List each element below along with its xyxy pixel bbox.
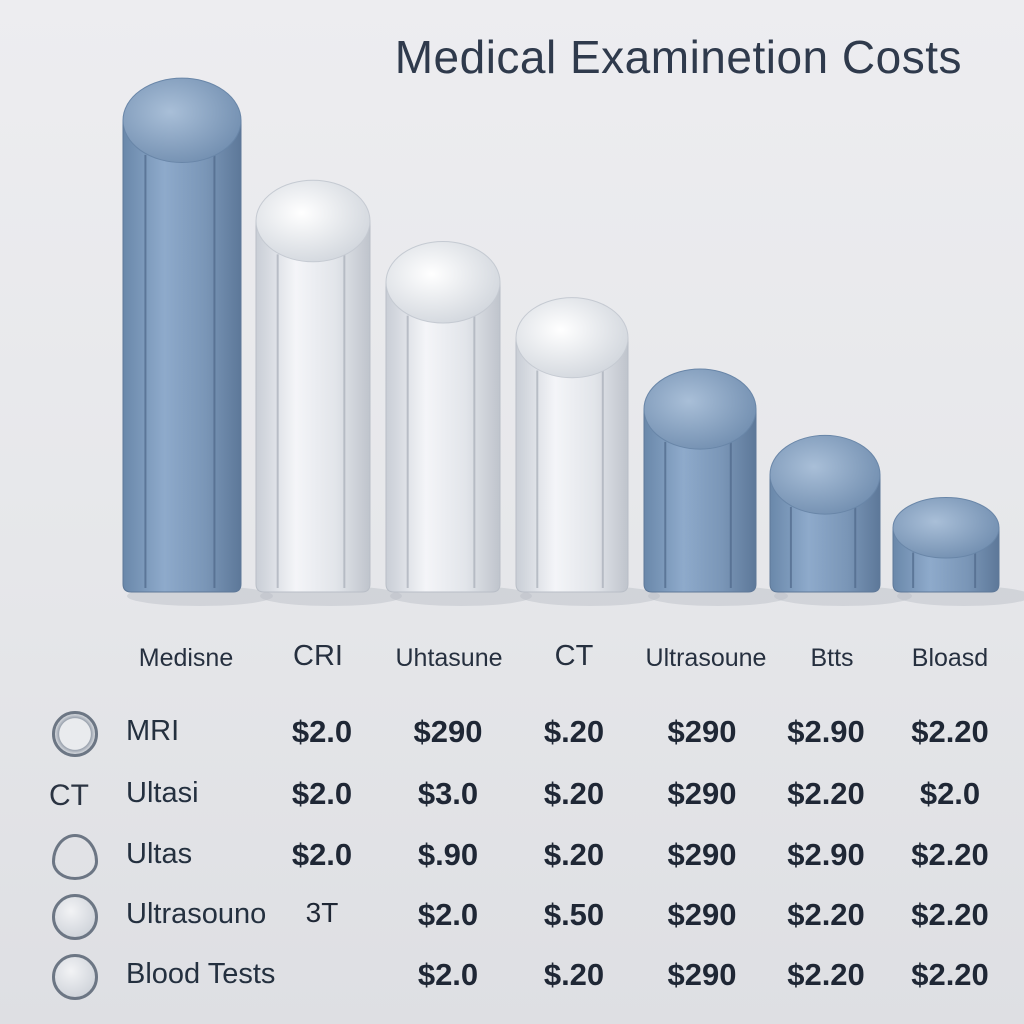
- row-label: Ultrasouno: [126, 898, 267, 930]
- category-label: CT: [554, 640, 594, 672]
- bar-btts: [769, 434, 881, 593]
- cost-cell: $2.90: [787, 837, 865, 872]
- row-label: Blood Tests: [126, 958, 276, 990]
- category-label: Ultrasoune: [645, 644, 767, 672]
- organ-icon: [52, 894, 98, 940]
- table-row: Ultas $2.0 $.90 $.20 $290 $2.90 $2.20: [0, 826, 1024, 886]
- cost-cell: $.20: [543, 776, 605, 811]
- table-row: Blood Tests $2.0 $.20 $290 $2.20 $2.20: [0, 946, 1024, 1006]
- category-label: CRI: [293, 640, 343, 672]
- row-label: MRI: [126, 715, 180, 747]
- bar-medisne: [122, 77, 242, 593]
- cost-cell: $.90: [417, 837, 479, 872]
- blood-icon: [52, 954, 98, 1000]
- drop-icon: [52, 834, 98, 880]
- cost-cell: $290: [667, 957, 737, 992]
- cost-cell: $290: [667, 897, 737, 932]
- cost-cell: $.20: [543, 714, 605, 749]
- cost-cell: $290: [667, 837, 737, 872]
- cost-cell: $2.20: [911, 837, 989, 872]
- bar-ct: [515, 297, 629, 593]
- bar-ultrasoune: [643, 368, 757, 593]
- row-label: Ultasi: [126, 777, 199, 809]
- table-row: Ultrasouno 3T $2.0 $.50 $290 $2.20 $2.20: [0, 886, 1024, 946]
- cost-cell: $.50: [543, 897, 605, 932]
- cost-cell: $2.0: [291, 776, 353, 811]
- bar-chart: [122, 77, 1024, 606]
- category-label: Uhtasune: [395, 644, 503, 672]
- cost-cell: $2.20: [787, 957, 865, 992]
- cost-cell: 3T: [305, 897, 339, 928]
- cost-cell: $290: [413, 714, 483, 749]
- chart-title: Medical Examinetion Costs: [394, 31, 962, 83]
- table-row: MRI $2.0 $290 $.20 $290 $2.90 $2.20: [0, 703, 1024, 763]
- category-label: Medisne: [138, 644, 234, 672]
- table-row: CT Ultasi $2.0 $3.0 $.20 $290 $2.20 $2.0: [0, 765, 1024, 825]
- cost-cell: $2.20: [787, 776, 865, 811]
- ct-text-icon: CT: [49, 779, 89, 812]
- cost-cell: $2.20: [787, 897, 865, 932]
- cost-cell: $290: [667, 776, 737, 811]
- row-label: Ultas: [126, 838, 193, 870]
- cost-cell: $2.0: [417, 897, 479, 932]
- cost-cell: $3.0: [417, 776, 479, 811]
- cost-cell: $290: [667, 714, 737, 749]
- cost-cell: $2.90: [787, 714, 865, 749]
- ring-icon: [52, 711, 98, 757]
- bar-cri: [255, 179, 371, 593]
- category-label: Bloasd: [911, 644, 989, 672]
- bar-uhtasune: [385, 240, 501, 593]
- cost-cell: $.20: [543, 957, 605, 992]
- bar-bloasd: [892, 496, 1000, 593]
- cost-cell: $2.20: [911, 714, 989, 749]
- category-label: Btts: [810, 644, 854, 672]
- cost-cell: $.20: [543, 837, 605, 872]
- cost-cell: $2.0: [417, 957, 479, 992]
- cost-cell: $2.20: [911, 957, 989, 992]
- cost-cell: $2.0: [291, 714, 353, 749]
- cost-cell: $2.0: [291, 837, 353, 872]
- cost-cell: $2.0: [919, 776, 981, 811]
- cost-cell: $2.20: [911, 897, 989, 932]
